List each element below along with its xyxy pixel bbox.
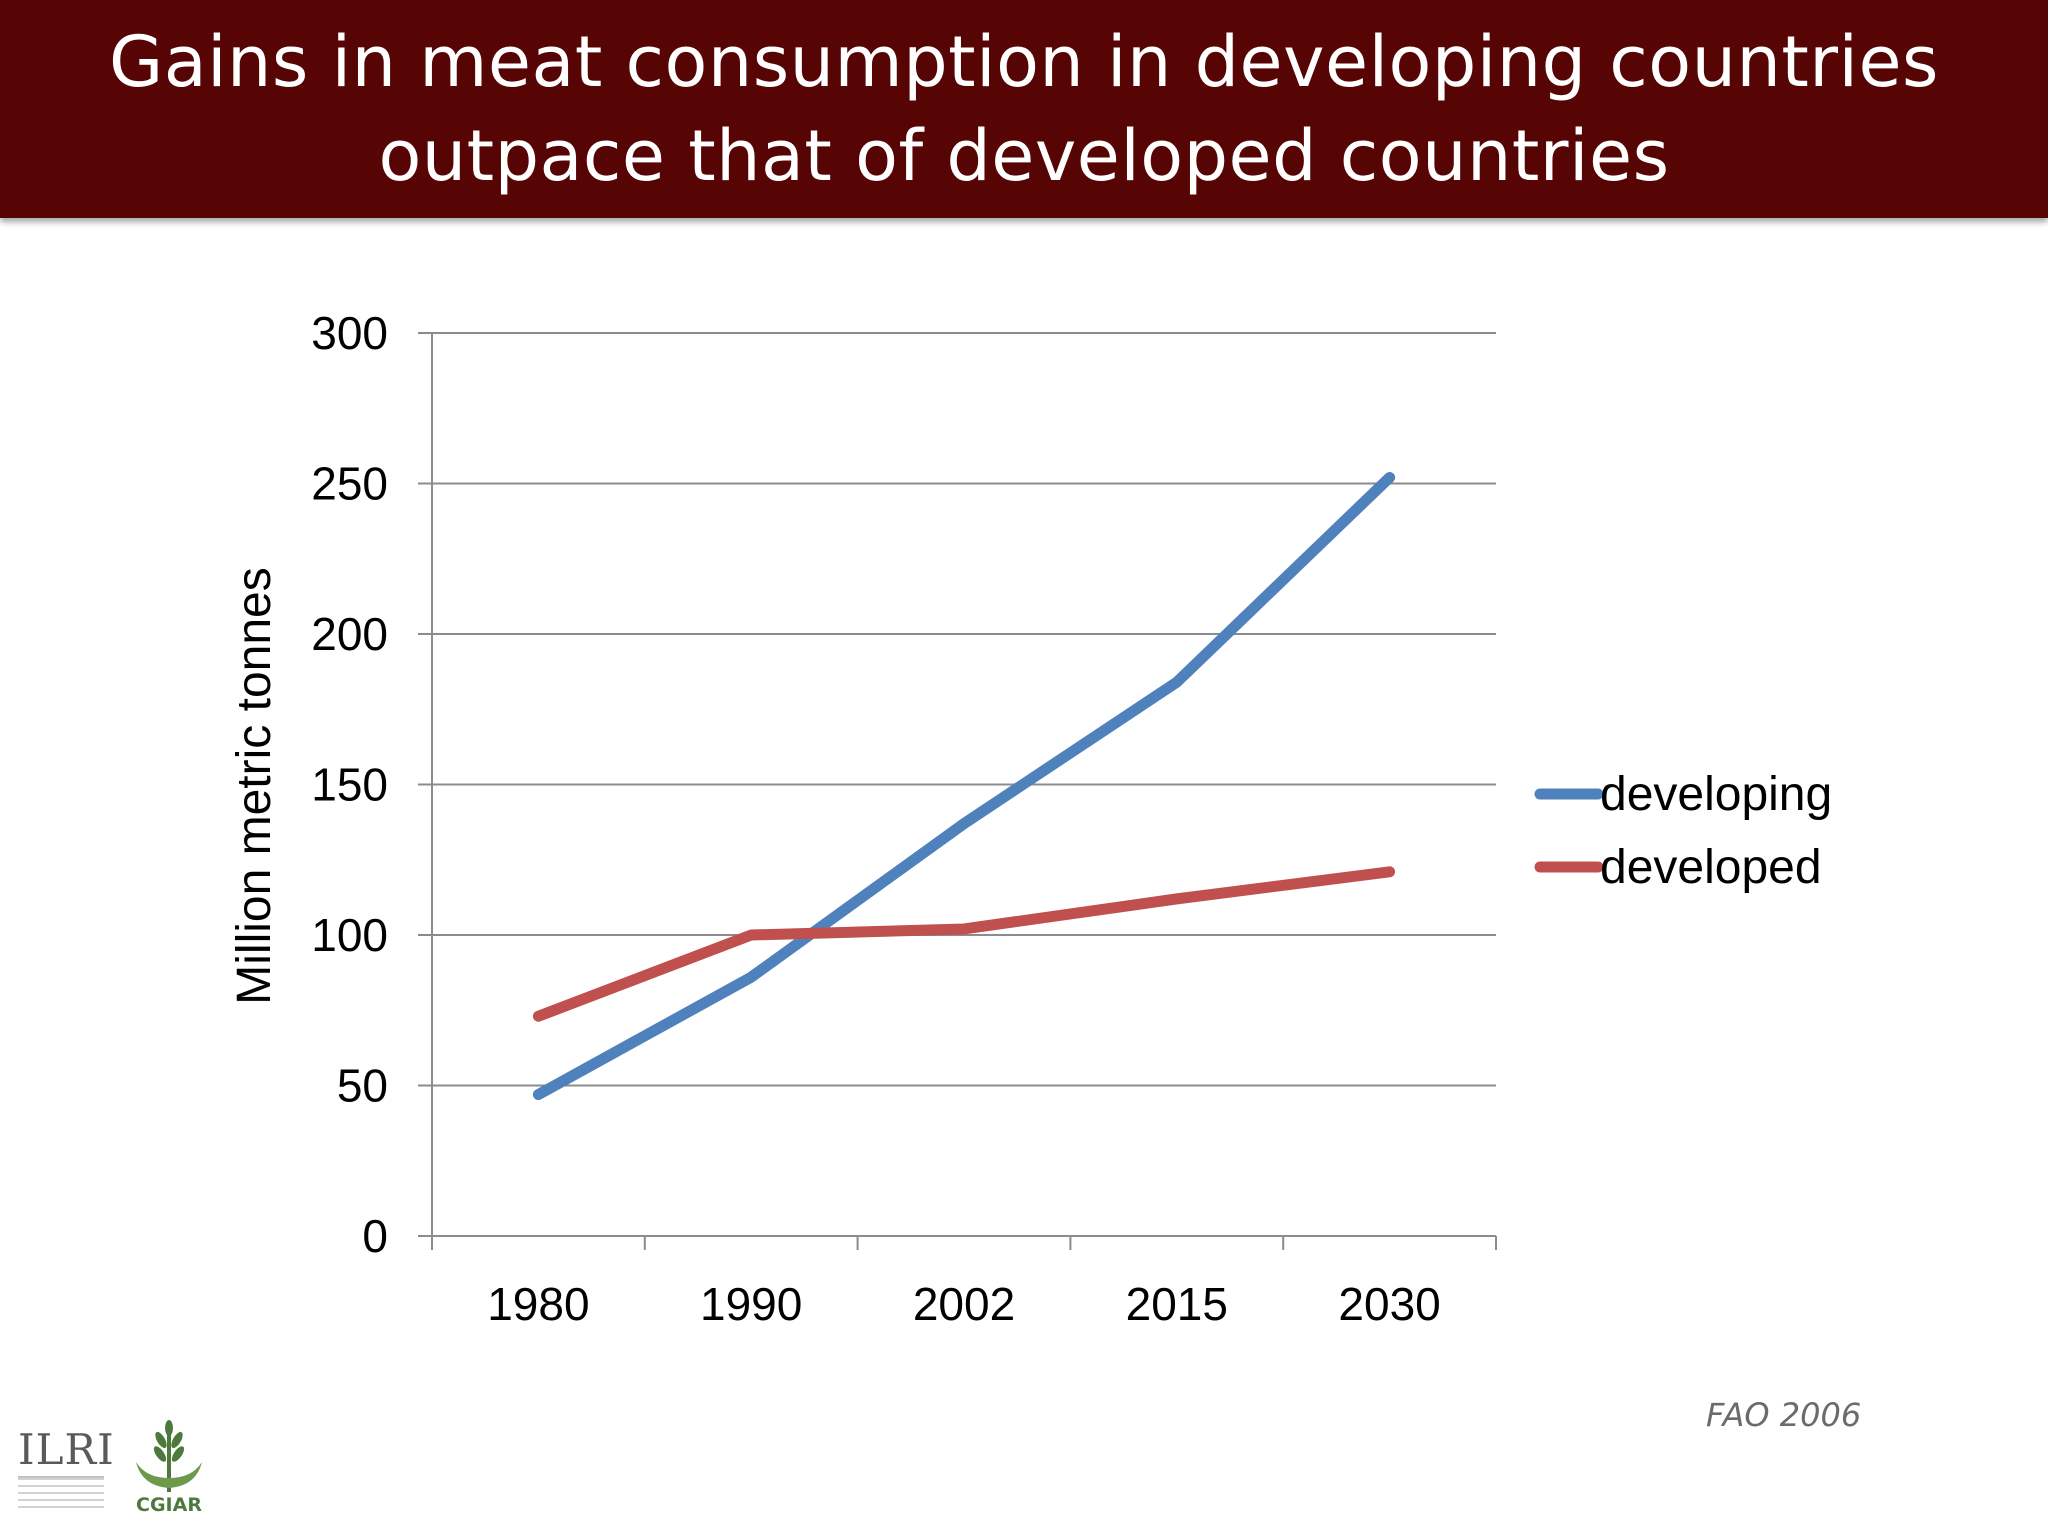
axes: 0 50 100 150 200 250 300 1980 1990 2002 2015 2030 [311, 307, 1497, 1330]
source-citation: FAO 2006 [1706, 1396, 1862, 1434]
legend-label-developed: developed [1600, 841, 1822, 894]
y-tick-label: 250 [311, 458, 388, 510]
y-tick-label: 0 [362, 1210, 388, 1262]
cgiar-wheat-icon [136, 1420, 202, 1492]
ilri-logo-tagline [18, 1476, 104, 1508]
x-tick-label: 2002 [913, 1278, 1015, 1330]
legend-label-developing: developing [1600, 768, 1832, 821]
series-line-developing [532, 471, 1396, 1101]
slide-title-line-1: Gains in meat consumption in developing … [108, 21, 1940, 103]
x-tick-label: 2015 [1126, 1278, 1228, 1330]
y-axis-label: Million metric tonnes [228, 567, 281, 1004]
y-tick-label: 150 [311, 759, 388, 811]
legend: developing developed [1534, 768, 1832, 894]
cgiar-logo-text: CGIAR [136, 1494, 202, 1516]
x-tick-label: 1980 [487, 1278, 589, 1330]
y-tick-label: 100 [311, 909, 388, 961]
cgiar-logo: CGIAR [128, 1418, 210, 1518]
slide-title: Gains in meat consumption in developing … [109, 15, 1939, 203]
series-lines [532, 471, 1396, 1101]
x-tick-label: 2030 [1338, 1278, 1440, 1330]
y-tick-label: 200 [311, 608, 388, 660]
ilri-logo-text: ILRI [18, 1425, 115, 1474]
title-bar: Gains in meat consumption in developing … [0, 0, 2048, 218]
y-tick-label: 50 [337, 1060, 388, 1112]
ilri-logo: ILRI [18, 1425, 115, 1518]
y-tick-label: 300 [311, 307, 388, 359]
slide-title-line-2: outpace that of developed countries [378, 115, 1670, 197]
series-line-developed [532, 866, 1396, 1022]
gridlines [432, 332, 1496, 1087]
x-tick-label: 1990 [700, 1278, 802, 1330]
